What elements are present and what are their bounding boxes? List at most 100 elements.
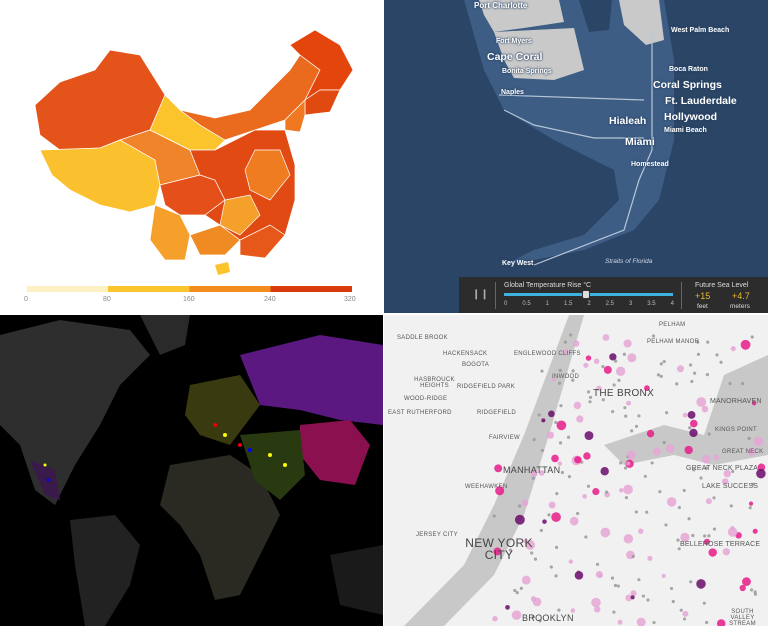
world-map xyxy=(0,315,383,626)
incident-dot xyxy=(705,373,710,377)
incident-dot xyxy=(740,339,751,350)
incident-dot xyxy=(566,435,571,439)
event-dot xyxy=(213,423,217,427)
incident-dot xyxy=(568,559,574,564)
incident-dot xyxy=(576,415,584,423)
incident-dot xyxy=(593,358,600,364)
incident-dot xyxy=(659,374,663,378)
place-label: GREAT NECK PLAZA xyxy=(686,465,759,472)
incident-dot xyxy=(652,620,656,625)
city-label: Naples xyxy=(501,89,524,96)
sea-level-controls: ❙❙ Global Temperature Rise °C 0 0.5 1 1.… xyxy=(459,277,768,313)
legend-tick: 320 xyxy=(344,296,356,303)
incident-dot xyxy=(751,482,755,486)
slider-tick: 3.5 xyxy=(647,301,656,307)
incident-dot xyxy=(651,334,656,338)
city-label: Homestead xyxy=(631,161,669,168)
incident-dot xyxy=(601,365,605,369)
incident-dot xyxy=(591,597,601,608)
city-label: Bonita Springs xyxy=(502,68,552,75)
south-america xyxy=(70,515,140,626)
slider-ticks: 0 0.5 1 1.5 2 2.5 3 3.5 4 xyxy=(504,301,674,307)
city-label: Coral Springs xyxy=(653,79,722,91)
incident-dot xyxy=(656,373,661,377)
incident-dot xyxy=(511,610,522,620)
city-label: Key West xyxy=(502,260,534,267)
incident-dot xyxy=(538,470,545,476)
incident-dot xyxy=(574,571,584,580)
pause-icon[interactable]: ❙❙ xyxy=(472,289,489,300)
sea-level-map-panel[interactable]: Port Charlotte Fort Myers Cape Coral Bon… xyxy=(384,0,768,313)
incident-dot xyxy=(604,490,609,494)
event-dot xyxy=(268,453,272,457)
incident-dot xyxy=(750,335,754,339)
incident-dot xyxy=(513,588,517,593)
incident-dot xyxy=(601,398,605,402)
incident-dot xyxy=(643,474,647,478)
incident-dot xyxy=(588,395,593,399)
incident-dot xyxy=(752,528,758,534)
place-label: EAST RUTHERFORD xyxy=(388,410,452,416)
incident-dot xyxy=(549,565,553,569)
incident-dot xyxy=(547,513,551,517)
feet-value: +15 xyxy=(695,291,711,301)
place-label: MANHATTAN xyxy=(503,465,561,475)
incident-dot xyxy=(699,476,703,480)
incident-dot xyxy=(557,381,562,385)
place-label: HASBROUCK HEIGHTS xyxy=(414,377,455,389)
place-label: RIDGEFIELD PARK xyxy=(457,384,516,390)
incident-dot xyxy=(493,547,502,556)
incident-dot xyxy=(574,456,582,464)
incident-dot xyxy=(569,333,573,337)
incident-dot xyxy=(557,608,561,612)
incident-dot xyxy=(612,383,616,387)
region-hainan xyxy=(215,262,230,275)
incident-dot xyxy=(646,429,655,438)
incident-dot xyxy=(688,363,693,367)
place-label: NEW YORK CITY xyxy=(465,536,533,562)
incident-dot xyxy=(704,466,708,470)
legend-tick: 0 xyxy=(24,296,28,303)
incident-dot xyxy=(715,353,719,357)
incident-dot xyxy=(747,436,751,440)
incident-dot xyxy=(586,484,591,488)
incident-dot xyxy=(625,594,633,602)
city-label: West Palm Beach xyxy=(671,27,730,34)
incident-dot xyxy=(705,620,709,625)
incident-dot xyxy=(703,534,707,538)
incident-dot xyxy=(573,401,582,410)
city-label: Miami xyxy=(625,136,655,148)
incident-dot xyxy=(582,493,587,499)
place-label: PELHAM xyxy=(659,322,686,328)
incident-dot xyxy=(611,409,615,414)
incident-dot xyxy=(548,410,555,418)
incident-dot xyxy=(583,362,589,368)
event-dot xyxy=(238,443,242,447)
incident-dot xyxy=(693,371,697,375)
incident-dot xyxy=(602,334,610,341)
incident-dot xyxy=(708,548,717,557)
incident-dot xyxy=(747,448,756,456)
incident-dot xyxy=(554,574,558,578)
divider xyxy=(495,282,496,309)
place-label: RIDGEFIELD xyxy=(477,410,517,416)
incident-dot xyxy=(616,584,620,588)
place-label: SADDLE BROOK xyxy=(397,335,448,341)
incident-dot xyxy=(546,431,555,439)
incident-dot xyxy=(592,487,600,496)
incident-dot xyxy=(558,368,562,372)
incident-dot xyxy=(519,586,523,590)
incident-dot xyxy=(659,362,663,366)
slider-handle[interactable] xyxy=(582,290,590,299)
incident-dot xyxy=(617,378,621,383)
nyc-dot-map-panel[interactable]: PELHAM SADDLE BROOK PELHAM MANOR HACKENS… xyxy=(384,315,768,626)
event-dot xyxy=(248,448,252,452)
city-label: Cape Coral xyxy=(487,51,543,63)
incident-dot xyxy=(560,470,565,475)
incident-dot xyxy=(612,610,616,614)
incident-dot xyxy=(626,400,632,406)
incident-dot xyxy=(707,534,711,538)
event-dot xyxy=(43,463,47,467)
incident-dot xyxy=(600,527,611,538)
incident-dot xyxy=(571,378,575,382)
